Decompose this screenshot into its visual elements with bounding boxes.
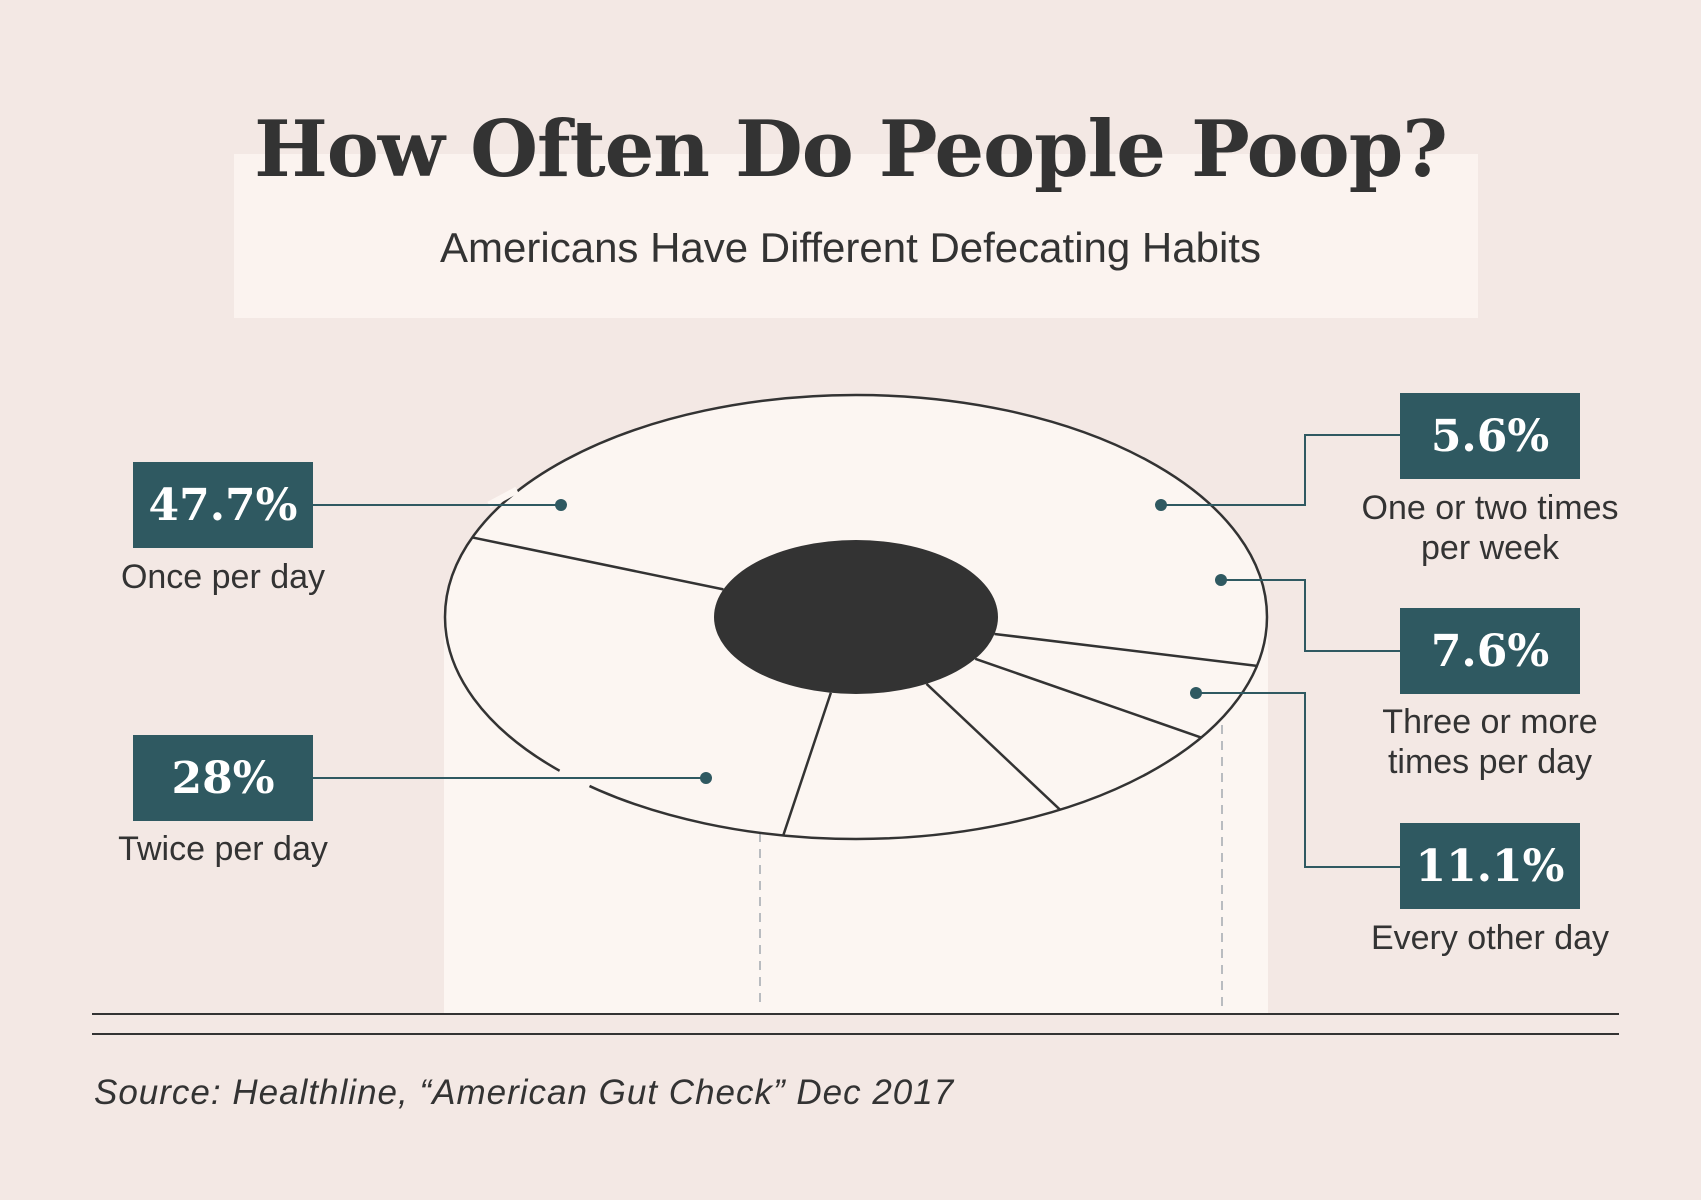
slice-value-twice-per-day: 28%: [133, 735, 313, 821]
slice-value-once-twice-week: 5.6%: [1400, 393, 1580, 479]
slice-label-once-per-day: Once per day: [120, 558, 326, 596]
slice-value-every-other-day: 11.1%: [1400, 823, 1580, 909]
leader-dot-twice-per-day: [700, 772, 712, 784]
source-note: Source: Healthline, “American Gut Check”…: [94, 1073, 955, 1112]
slice-label-twice-per-day: Twice per day: [118, 830, 328, 868]
slice-label-every-other-day: Every other day: [1370, 919, 1610, 957]
roll-core: [714, 540, 998, 694]
leader-dot-once-twice-week: [1155, 499, 1167, 511]
leader-line-three-or-more: [1221, 579, 1400, 652]
slice-value-once-per-day: 47.7%: [133, 462, 313, 548]
leader-dot-once-per-day: [555, 499, 567, 511]
slice-label-three-or-more: Three or more times per day: [1382, 703, 1598, 781]
slice-divider-2: [974, 657, 1202, 739]
rim-gap-top: [487, 486, 519, 509]
leader-line-once-twice-week: [1161, 434, 1400, 506]
chart-subtitle: Americans Have Different Defecating Habi…: [440, 224, 1261, 271]
leader-line-every-other-day: [1196, 692, 1400, 868]
slice-label-once-twice-week: One or two times per week: [1361, 489, 1619, 567]
leader-dot-every-other-day: [1190, 687, 1202, 699]
slice-divider-0: [472, 536, 724, 591]
title-backdrop: [234, 154, 1478, 318]
slice-divider-1: [994, 632, 1258, 668]
slice-value-three-or-more: 7.6%: [1400, 608, 1580, 694]
slice-divider-4: [782, 692, 833, 836]
leader-dot-three-or-more: [1215, 574, 1227, 586]
rule-bottom: [92, 1033, 1619, 1035]
chart-title: How Often Do People Poop?: [254, 104, 1448, 195]
rule-top: [92, 1013, 1619, 1015]
slice-divider-3: [925, 682, 1061, 811]
